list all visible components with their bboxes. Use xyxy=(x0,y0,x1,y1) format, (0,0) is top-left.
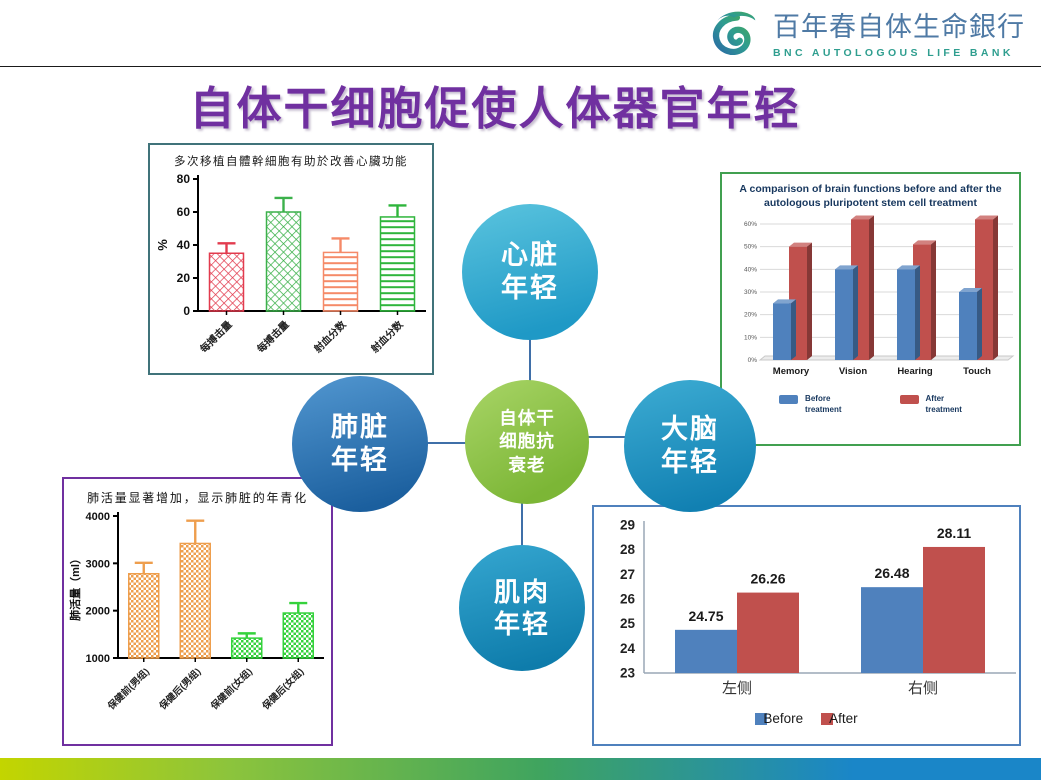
muscle-chart-legend: Before After xyxy=(594,711,1019,726)
legend-entry: Before treatment xyxy=(779,394,842,416)
svg-text:射血分数: 射血分数 xyxy=(367,317,406,356)
svg-text:肺活量（ml）: 肺活量（ml） xyxy=(68,553,82,621)
svg-text:26.26: 26.26 xyxy=(750,571,785,587)
muscle-chart-plot: 23 24 25 26 27 28 29 24.75 26.26 左侧 26.48 28.11 右侧 xyxy=(620,518,1016,697)
node-center-label-line: 自体干 xyxy=(499,408,555,429)
svg-text:Hearing: Hearing xyxy=(897,366,933,377)
legend-label: After treatment xyxy=(925,394,962,415)
brain-chart-plot: 0% 10% 20% 30% 40% 50% 60% Memory Vision Hearing T… xyxy=(744,215,1015,377)
connector-muscle xyxy=(521,502,523,548)
svg-text:80: 80 xyxy=(177,172,191,186)
legend-swatch xyxy=(821,712,834,725)
svg-text:保健后(女组): 保健后(女组) xyxy=(259,666,306,713)
slide-title: 自体干细胞促使人体器官年轻 xyxy=(189,84,801,134)
node-center-label-line: 细胞抗 xyxy=(499,431,555,452)
legend-entry: After xyxy=(821,711,858,726)
svg-text:0: 0 xyxy=(183,304,190,318)
node-brain-label-line: 年轻 xyxy=(661,447,719,477)
legend-entry: Before xyxy=(755,711,803,726)
diagram-node-lung: 肺脏 年轻 xyxy=(292,376,428,512)
lung-chart-panel: 肺活量显著增加，显示肺脏的年青化 1000 2000 3000 4000 肺活量（ml）… xyxy=(62,477,333,746)
svg-text:保健前(女组): 保健前(女组) xyxy=(208,666,255,713)
svg-text:60: 60 xyxy=(177,205,191,219)
logo-name-english: BNC AUTOLOGOUS LIFE BANK xyxy=(773,47,1014,59)
legend-label: After xyxy=(829,711,858,726)
diagram-node-center: 自体干 细胞抗 衰老 xyxy=(465,380,589,504)
node-brain-label-line: 大脑 xyxy=(661,413,719,444)
node-muscle-label-line: 年轻 xyxy=(493,609,550,639)
brain-chart-legend: Before treatment After treatment xyxy=(722,394,1019,416)
brain-chart-title: A comparison of brain functions before a… xyxy=(739,183,1002,210)
svg-text:24.75: 24.75 xyxy=(688,608,723,624)
logo-name-chinese: 百年春自体生命銀行 xyxy=(773,12,1025,42)
svg-text:1000: 1000 xyxy=(86,653,110,665)
logo: 百年春自体生命銀行 BNC AUTOLOGOUS LIFE BANK xyxy=(705,5,1025,61)
diagram-node-heart: 心脏 年轻 xyxy=(462,204,598,340)
svg-text:Vision: Vision xyxy=(839,366,868,377)
svg-text:27: 27 xyxy=(620,567,635,582)
legend-swatch xyxy=(779,395,799,405)
lung-chart-plot: 1000 2000 3000 4000 肺活量（ml） 保健前(男组) 保健后(男组) 保健前… xyxy=(68,511,324,713)
heart-chart-panel: 多次移植自體幹細胞有助於改善心臟功能 0 20 40 60 80% 每搏击量 每搏击量 射血分… xyxy=(148,143,434,375)
legend-swatch xyxy=(899,395,919,405)
svg-text:23: 23 xyxy=(620,666,636,681)
bottom-gradient-bar xyxy=(0,758,1041,780)
connector-lung xyxy=(426,442,468,444)
svg-text:Touch: Touch xyxy=(963,366,991,377)
diagram-node-muscle: 肌肉 年轻 xyxy=(459,545,585,671)
svg-text:保健前(男组): 保健前(男组) xyxy=(105,666,152,713)
svg-text:60%: 60% xyxy=(744,221,757,228)
node-lung-label-line: 年轻 xyxy=(331,445,389,475)
brain-chart-panel: A comparison of brain functions before a… xyxy=(720,172,1021,446)
svg-text:20: 20 xyxy=(177,271,191,285)
legend-entry: After treatment xyxy=(899,394,962,416)
diagram-node-brain: 大脑 年轻 xyxy=(624,380,756,512)
logo-swirl-icon xyxy=(712,11,756,56)
node-center-label-line: 衰老 xyxy=(508,454,546,475)
svg-text:40: 40 xyxy=(177,238,191,252)
legend-swatch xyxy=(755,712,768,725)
node-lung-label-line: 肺脏 xyxy=(331,411,389,442)
svg-text:2000: 2000 xyxy=(86,606,110,618)
legend-label: Before treatment xyxy=(805,394,842,415)
svg-text:射血分数: 射血分数 xyxy=(310,317,349,356)
svg-text:每搏击量: 每搏击量 xyxy=(254,318,291,355)
node-heart-label-line: 年轻 xyxy=(501,273,559,303)
svg-text:4000: 4000 xyxy=(86,511,110,523)
node-muscle-label-line: 肌肉 xyxy=(493,576,550,607)
lung-chart-title: 肺活量显著增加，显示肺脏的年青化 xyxy=(87,491,308,505)
svg-text:26.48: 26.48 xyxy=(874,565,909,581)
svg-text:29: 29 xyxy=(620,518,635,533)
svg-text:28: 28 xyxy=(620,542,636,557)
svg-text:每搏击量: 每搏击量 xyxy=(197,318,234,355)
svg-text:28.11: 28.11 xyxy=(937,525,971,541)
header-divider xyxy=(0,66,1041,67)
node-heart-label-line: 心脏 xyxy=(501,239,559,270)
heart-chart-title: 多次移植自體幹細胞有助於改善心臟功能 xyxy=(174,156,408,168)
legend-label: Before xyxy=(763,711,804,726)
svg-text:24: 24 xyxy=(620,641,636,656)
svg-text:30%: 30% xyxy=(744,289,757,296)
svg-text:0%: 0% xyxy=(748,357,758,364)
svg-text:%: % xyxy=(155,239,170,251)
svg-text:26: 26 xyxy=(620,592,636,607)
svg-text:20%: 20% xyxy=(744,312,757,319)
muscle-chart-panel: 23 24 25 26 27 28 29 24.75 26.26 左侧 26.48 28.11 右侧 B… xyxy=(592,505,1021,746)
connector-heart xyxy=(529,338,531,384)
svg-text:左侧: 左侧 xyxy=(722,680,752,697)
logo-text: 百年春自体生命銀行 BNC AUTOLOGOUS LIFE BANK xyxy=(773,5,1025,59)
svg-text:Memory: Memory xyxy=(773,366,810,377)
connector-brain xyxy=(587,436,627,438)
svg-text:10%: 10% xyxy=(744,335,757,342)
svg-text:保健后(男组): 保健后(男组) xyxy=(156,666,203,713)
svg-text:50%: 50% xyxy=(744,244,757,251)
svg-text:右侧: 右侧 xyxy=(908,680,938,697)
svg-text:25: 25 xyxy=(620,616,636,631)
svg-text:3000: 3000 xyxy=(86,558,110,570)
svg-text:40%: 40% xyxy=(744,267,757,274)
